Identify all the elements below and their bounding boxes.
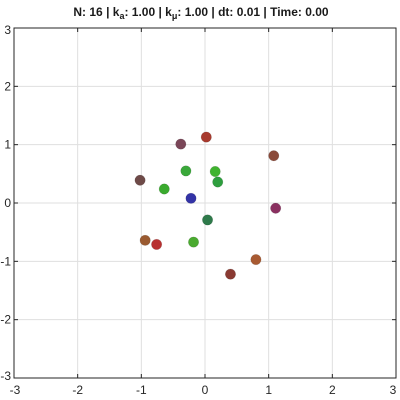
particle-point [209,166,221,178]
y-tick-label: 3 [4,23,11,37]
chart-title: N: 16 | ka: 1.00 | kμ: 1.00 | dt: 0.01 |… [73,5,329,21]
title-ka-part: : 1.00 | k [124,5,172,19]
particle-point [224,268,236,280]
tick-labels: -3 -2 -1 0 1 2 3 -3 -2 -1 0 1 2 3 [0,23,396,397]
particle-point [188,236,200,248]
particle-point [212,176,224,188]
particle-point [202,214,214,226]
particle-point [180,165,192,177]
particle-point [250,254,262,266]
y-tick-label: 0 [4,196,11,210]
data-points [134,131,282,280]
particle-point [134,174,146,186]
particle-point [270,202,282,214]
particle-point [139,234,151,246]
y-tick-label: -2 [0,313,11,327]
x-tick-label: -1 [136,383,147,397]
y-tick-label: 2 [4,79,11,93]
particle-point [185,192,197,204]
particle-point [151,238,163,250]
particle-point [268,150,280,162]
x-tick-label: 0 [202,383,209,397]
particle-point [175,138,187,150]
title-ka-subscript: a [119,11,125,21]
particle-point [200,131,212,143]
axes-box [13,27,397,379]
x-tick-label: -3 [10,383,21,397]
x-tick-label: 1 [265,383,272,397]
title-n-part: N: 16 | k [73,5,119,19]
y-tick-label: -1 [0,254,11,268]
x-tick-label: 3 [390,383,397,397]
title-kmu-subscript: μ [172,11,178,21]
y-tick-label: 1 [4,138,11,152]
x-tick-label: 2 [329,383,336,397]
y-tick-label: -3 [0,369,11,383]
x-tick-label: -2 [72,383,83,397]
title-rest-part: : 1.00 | dt: 0.01 | Time: 0.00 [177,5,329,19]
particle-point [158,183,170,195]
